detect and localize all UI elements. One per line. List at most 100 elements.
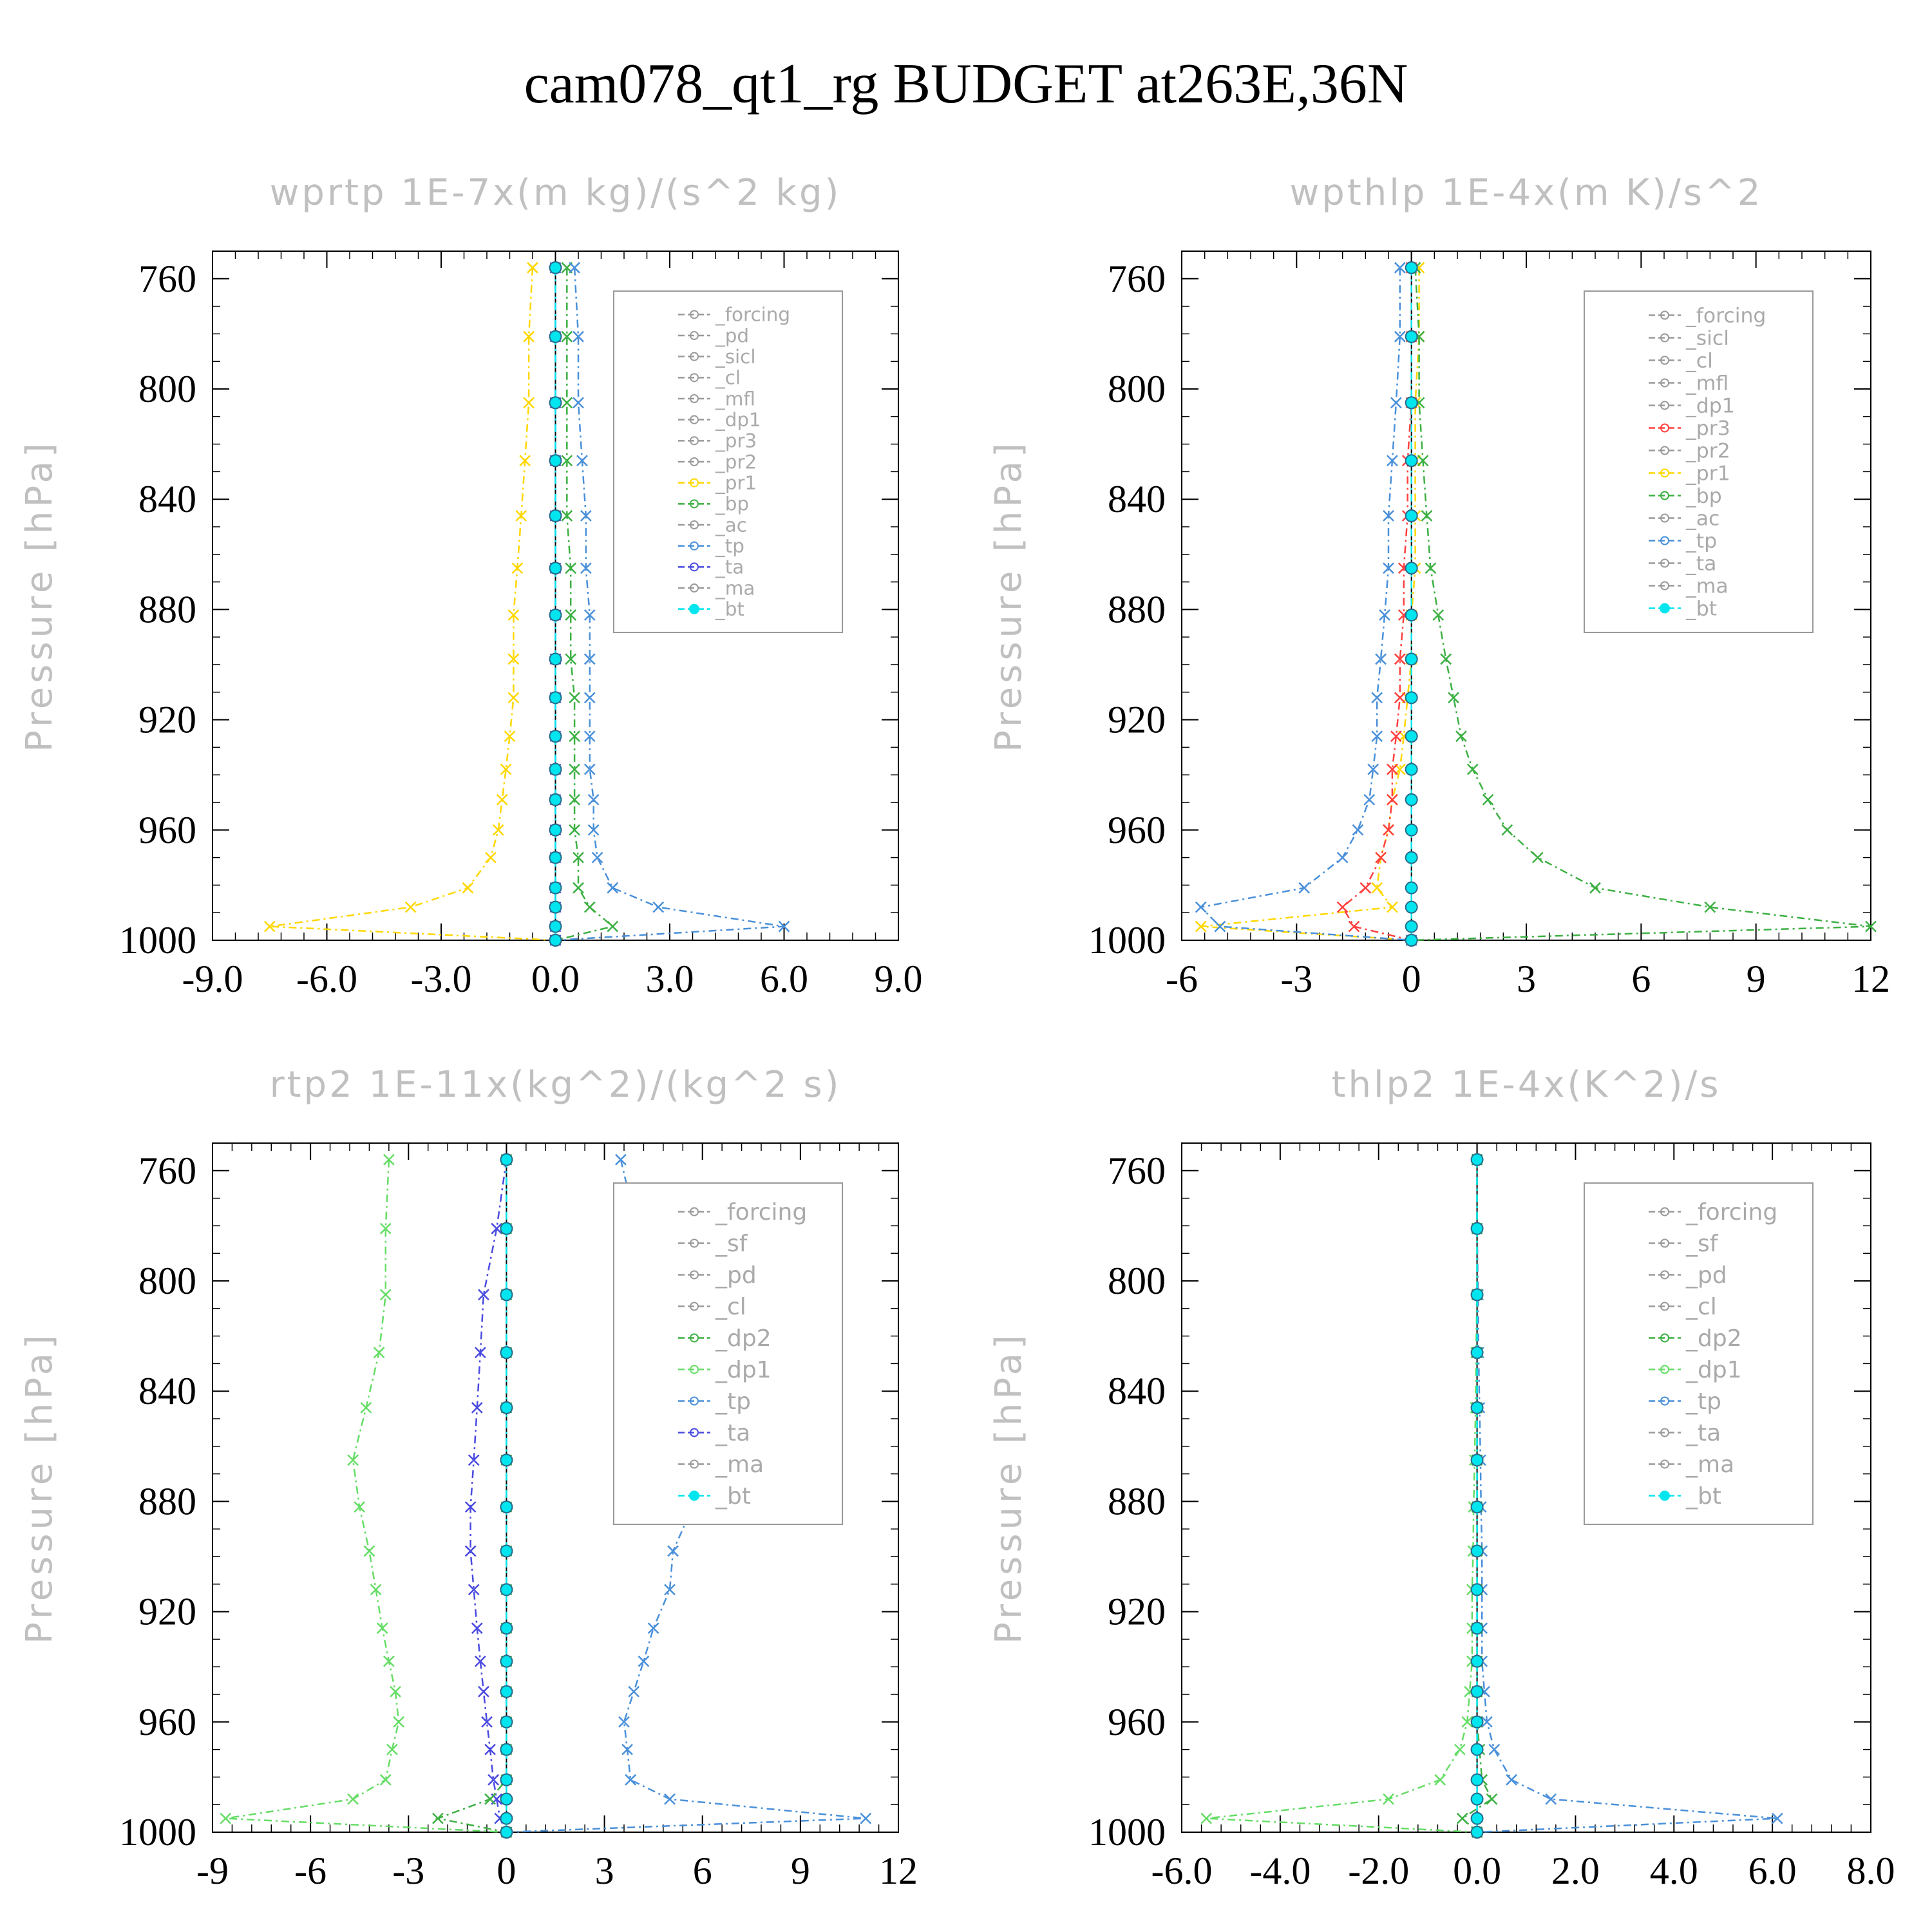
data-point-bt: [1470, 1454, 1484, 1467]
data-point-bt: [1405, 934, 1418, 947]
legend-label: _pr2: [715, 451, 757, 473]
legend-label: _tp: [715, 1388, 751, 1415]
data-point-bt: [1470, 1544, 1484, 1558]
data-point-bt: [1470, 1222, 1484, 1235]
legend-box: [1584, 1182, 1814, 1525]
data-point-tp: [583, 609, 596, 621]
series-line-dp1: [1206, 1159, 1478, 1833]
data-point-bt: [1470, 1654, 1484, 1668]
y-tick-label: 760: [1108, 1150, 1166, 1192]
data-point-tp: [583, 763, 596, 775]
data-point-bt: [1470, 1288, 1484, 1302]
data-point-bp: [1865, 920, 1877, 933]
legend-marker: [690, 1396, 699, 1406]
legend-marker: [1660, 1207, 1669, 1217]
data-point-pr1: [527, 261, 538, 274]
data-point-tp: [1383, 562, 1394, 574]
data-point-dp2: [432, 1812, 444, 1824]
data-point-tp: [1481, 1716, 1493, 1728]
x-tick-label: 0: [497, 1850, 516, 1892]
legend-label: _pr3: [715, 430, 757, 452]
y-tick-label: 1000: [119, 919, 196, 961]
data-point-bt: [500, 1583, 513, 1596]
series-line-bp: [555, 267, 614, 942]
data-point-bt: [500, 1544, 513, 1558]
data-point-dp1: [1434, 1774, 1446, 1786]
legend-label: _mfl: [715, 388, 755, 410]
data-point-dp1: [220, 1812, 232, 1824]
y-tick-label: 960: [1108, 1701, 1166, 1743]
legend-marker: [1660, 355, 1669, 365]
y-tick-label: 960: [138, 1701, 196, 1743]
legend-marker: [690, 1207, 699, 1217]
page-title: cam078_qt1_rg BUDGET at263E,36N: [524, 53, 1408, 115]
data-point-ta: [484, 1743, 496, 1756]
data-point-bp: [1482, 793, 1494, 806]
legend-marker: [689, 603, 699, 614]
legend-label: _pd: [715, 1262, 757, 1289]
data-point-tp: [664, 1793, 676, 1805]
data-point-pr1: [1195, 920, 1207, 933]
data-point-bt: [1470, 1792, 1484, 1806]
data-point-bp: [583, 901, 596, 913]
legend-marker: [1660, 1302, 1669, 1311]
legend-label: _dp1: [715, 409, 761, 431]
data-point-bt: [1405, 562, 1418, 575]
y-tick-label: 840: [138, 1370, 196, 1412]
data-point-ta: [471, 1622, 483, 1634]
data-point-pr1: [1387, 901, 1398, 913]
data-point-bt: [500, 1715, 513, 1728]
legend-marker: [690, 1302, 699, 1311]
y-tick-label: 840: [1108, 1370, 1166, 1412]
data-point-bt: [500, 1812, 513, 1825]
x-tick-label: -3.0: [411, 958, 472, 1000]
panel-title: thlp2 1E-4x(K^2)/s: [1332, 1064, 1721, 1106]
panel-1: wprtp 1E-7x(m kg)/(s^2 kg) 760 800 840 880 92…: [19, 172, 923, 1000]
data-point-pr3: [1383, 824, 1394, 836]
legend-label: _mfl: [1685, 372, 1728, 395]
legend-label: _bt: [715, 598, 744, 620]
data-point-dp1: [383, 1153, 395, 1166]
data-point-bt: [500, 1743, 513, 1756]
legend-marker: [690, 478, 699, 488]
series-line-dp1: [225, 1159, 507, 1833]
x-tick-label: 2.0: [1551, 1850, 1600, 1892]
y-tick-label: 880: [138, 1480, 196, 1522]
data-point-tp: [778, 920, 790, 933]
data-point-tp: [1298, 882, 1311, 894]
panel-2: wpthlp 1E-4x(m K)/s^27608008408809209601…: [988, 172, 1890, 1000]
data-point-bp: [561, 397, 573, 409]
x-tick-label: 8.0: [1847, 1850, 1895, 1892]
y-tick-label: 960: [138, 809, 196, 851]
data-point-ta: [471, 1401, 483, 1414]
x-tick-label: -6.0: [1151, 1850, 1213, 1892]
data-point-pr1: [507, 609, 520, 621]
data-point-tp: [583, 692, 596, 704]
y-tick-label: 760: [138, 258, 196, 300]
data-point-bt: [500, 1685, 513, 1698]
legend-label: _dp1: [1685, 395, 1735, 418]
legend-label: _sf: [715, 1231, 748, 1257]
y-tick-label: 920: [1108, 699, 1166, 741]
x-tick-label: -6: [1166, 958, 1198, 1000]
data-point-tp: [587, 793, 600, 806]
data-point-bp: [1432, 609, 1444, 621]
data-point-bt: [1405, 851, 1418, 864]
data-point-bt: [500, 1773, 513, 1786]
data-point-bt: [1470, 1773, 1484, 1786]
data-point-bt: [549, 691, 562, 705]
legend-marker: [1660, 310, 1669, 320]
legend-marker: [1660, 1428, 1669, 1437]
data-point-ta: [488, 1774, 500, 1786]
legend-marker: [1660, 558, 1669, 568]
data-point-bp: [565, 609, 577, 621]
y-tick-label: 920: [1108, 1591, 1166, 1633]
x-tick-label: -3: [1280, 958, 1312, 1000]
data-point-bp: [573, 851, 584, 864]
legend-label: _tp: [1685, 1388, 1721, 1415]
data-point-tp: [860, 1812, 872, 1824]
data-point-dp2: [484, 1793, 496, 1805]
data-point-bt: [1405, 330, 1418, 343]
y-tick-label: 880: [1108, 588, 1166, 630]
